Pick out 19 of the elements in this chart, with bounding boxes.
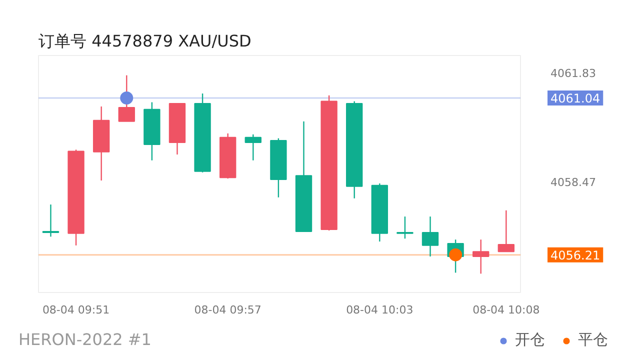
y-tick-label: 4061.83: [550, 66, 596, 80]
candlestick: [396, 216, 414, 240]
x-tick-label: 08-04 10:03: [346, 304, 414, 316]
legend-label: 平仓: [578, 330, 608, 350]
candlestick: [472, 238, 490, 274]
y-tick-label: 4058.47: [550, 176, 596, 189]
candlestick: [118, 74, 135, 122]
legend-label: 开仓: [515, 330, 545, 350]
x-tick-label: 08-04 09:51: [42, 304, 110, 316]
candlestick: [498, 210, 515, 252]
ref-line-label: 4061.04: [550, 92, 600, 106]
x-tick-label: 08-04 09:57: [194, 304, 262, 316]
candlestick: [244, 134, 262, 161]
text: HERON-2022 #1: [18, 330, 152, 349]
x-tick-label: 08-04 10:08: [472, 304, 540, 316]
candlestick: [422, 216, 439, 258]
chart-title: 订单号 44578879 XAU/USD: [38, 32, 252, 50]
ref-line-label: 4056.21: [550, 248, 600, 262]
candlestick: [42, 204, 60, 238]
